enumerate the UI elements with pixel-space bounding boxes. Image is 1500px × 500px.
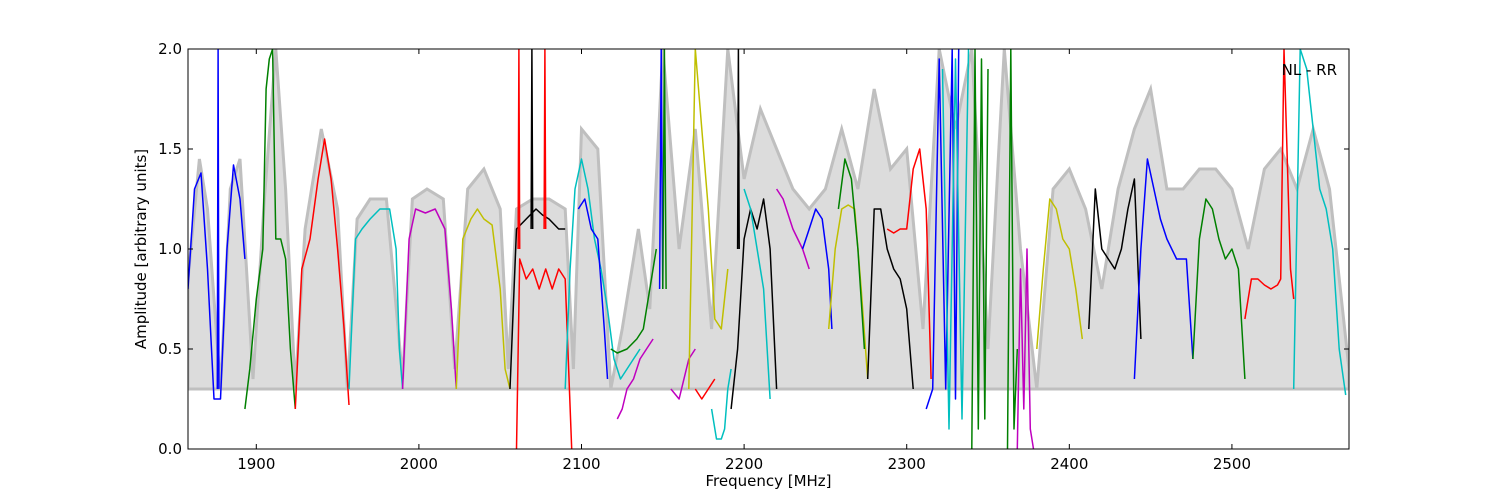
series-line-black-31 (866, 208, 914, 390)
series-line-black-24 (730, 198, 778, 410)
y-tick-label: 1.5 (158, 140, 182, 158)
series-line-yellow-21 (688, 49, 729, 390)
y-tick-label: 2.0 (158, 40, 182, 58)
envelope-series (188, 49, 1349, 391)
x-tick-label: 2200 (725, 455, 763, 473)
annotation-label: NL - RR (1282, 61, 1337, 79)
series-line-magenta-6 (401, 208, 458, 390)
series-line-magenta-36 (1016, 248, 1035, 449)
series-line-blue-40 (1133, 158, 1194, 380)
series-line-yellow-38 (1036, 198, 1084, 350)
series-line-green-37 (1006, 49, 1019, 449)
series-line-blue-1 (188, 164, 246, 400)
series-line-green-19 (662, 49, 667, 290)
y-tick-label: 1.0 (158, 240, 182, 258)
series-line-green-17 (610, 248, 658, 354)
series-line-red-42 (1244, 49, 1295, 320)
series-line-red-32 (886, 148, 932, 380)
series-line-green-30 (837, 158, 866, 350)
series-line-black-25 (736, 49, 740, 250)
y-axis-label: Amplitude [arbitrary units] (132, 149, 150, 349)
series-line-black-11 (530, 49, 534, 230)
x-tick-label: 2100 (562, 455, 600, 473)
tick-layer: 1900 2000 2100 2200 2300 2400 2500 0.0 0.5 1.0 1.5… (158, 40, 1349, 473)
y-tick-label: 0.0 (158, 440, 182, 458)
series-line-red-4 (294, 138, 350, 410)
series-line-cyan-15 (600, 268, 641, 380)
series-line-magenta-20 (670, 348, 696, 400)
x-tick-label: 2400 (1050, 455, 1088, 473)
series-line-cyan-13 (564, 158, 602, 390)
series-layer (188, 49, 1349, 449)
series-line-magenta-27 (775, 188, 810, 270)
series-line-yellow-7 (455, 208, 511, 390)
series-line-red-10 (517, 49, 521, 250)
series-line-cyan-23 (710, 368, 732, 440)
series-line-blue-33 (925, 49, 960, 410)
x-tick-label: 1900 (237, 455, 275, 473)
series-line-cyan-43 (1292, 49, 1347, 396)
x-tick-label: 2000 (400, 455, 438, 473)
series-line-blue-18 (658, 49, 664, 290)
series-line-cyan-5 (348, 208, 404, 390)
series-line-cyan-26 (743, 188, 771, 400)
series-line-red-12 (543, 49, 547, 230)
x-tick-label: 2300 (888, 455, 926, 473)
series-line-red-9 (515, 258, 573, 449)
series-line-blue-28 (801, 208, 833, 330)
series-line-cyan-34 (941, 49, 970, 430)
series-line-green-3 (244, 49, 297, 410)
y-tick-label: 0.5 (158, 340, 182, 358)
x-axis-label: Frequency [MHz] (705, 472, 831, 490)
series-line-red-22 (694, 378, 716, 400)
series-line-blue-14 (577, 198, 609, 380)
x-tick-label: 2500 (1213, 455, 1251, 473)
series-line-green-35 (971, 49, 989, 449)
series-line-blue-2 (216, 49, 220, 390)
series-line-magenta-16 (616, 338, 654, 420)
series-line-green-41 (1192, 198, 1246, 380)
series-line-black-39 (1088, 178, 1142, 340)
